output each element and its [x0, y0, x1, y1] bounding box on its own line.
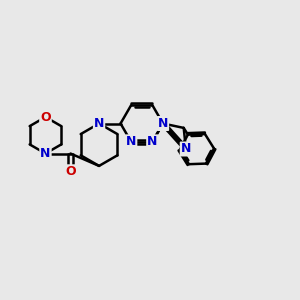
Text: N: N	[158, 117, 168, 130]
Text: N: N	[94, 117, 104, 130]
Text: O: O	[40, 110, 51, 124]
Text: N: N	[181, 142, 191, 155]
Text: N: N	[40, 147, 51, 160]
Text: N: N	[147, 135, 158, 148]
Text: O: O	[65, 165, 76, 178]
Text: N: N	[126, 135, 136, 148]
